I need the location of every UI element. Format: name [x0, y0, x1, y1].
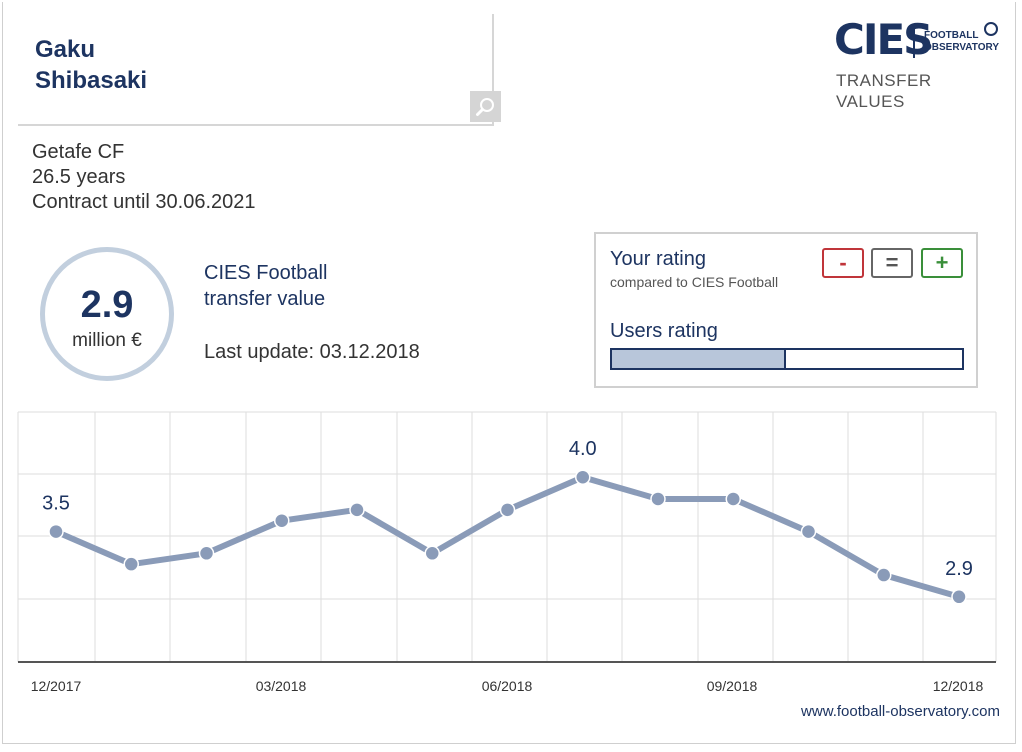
transfer-value-chart: 12/2017 03/2018 06/2018 09/2018 12/2018 3.5 4…	[17, 411, 997, 694]
search-button[interactable]	[470, 91, 501, 122]
chart-point[interactable]	[48, 523, 64, 540]
chart-point[interactable]	[274, 512, 290, 529]
users-rating-title: Users rating	[610, 320, 718, 342]
users-rating-fill	[612, 350, 786, 368]
chart-series-line	[53, 474, 962, 600]
rate-equal-button[interactable]: =	[871, 248, 913, 278]
users-rating-bar	[610, 348, 964, 370]
search-icon	[475, 97, 494, 116]
chart-data-label: 2.9	[945, 558, 973, 580]
chart-point[interactable]	[499, 502, 516, 518]
logo-observatory-text: OBSERVATORY	[924, 42, 1000, 53]
x-tick-label: 12/2018	[933, 678, 984, 694]
chart-points	[48, 469, 967, 605]
x-tick-label: 09/2018	[707, 678, 758, 694]
logo-football-text: FOOTBALL	[924, 30, 979, 41]
rate-lower-button[interactable]: -	[822, 248, 864, 278]
chart-data-label: 4.0	[569, 438, 597, 460]
rate-higher-button[interactable]: +	[921, 248, 963, 278]
player-contract: Contract until 30.06.2021	[32, 191, 256, 213]
chart-point[interactable]	[650, 491, 666, 507]
player-name: Gaku Shibasaki	[35, 36, 148, 94]
player-age: 26.5 years	[32, 166, 126, 188]
cies-logo: CIES FOOTBALL OBSERVATORY	[834, 16, 1004, 64]
logo-wordmark: CIES	[834, 15, 933, 64]
footer-url-link[interactable]: www.football-observatory.com	[801, 703, 1000, 720]
widget-frame	[2, 2, 1016, 744]
chart-data-label: 3.5	[42, 493, 70, 515]
transfer-value-unit: million €	[72, 330, 142, 351]
value-circle: 2.9 million €	[40, 247, 174, 381]
transfer-value-amount: 2.9	[80, 284, 134, 326]
chart-point[interactable]	[424, 545, 440, 562]
chart-point[interactable]	[876, 567, 892, 583]
chart-point[interactable]	[725, 491, 741, 507]
chart-point[interactable]	[951, 589, 967, 605]
your-rating-subtitle: compared to CIES Football	[610, 274, 779, 290]
player-name-box: Gaku Shibasaki	[18, 14, 501, 126]
last-update: Last update: 03.12.2018	[204, 341, 420, 363]
chart-x-ticks: 12/2017 03/2018 06/2018 09/2018 12/2018	[31, 678, 984, 694]
chart-point[interactable]	[575, 469, 591, 485]
section-label: TRANSFER VALUES	[836, 71, 932, 111]
rating-panel: Your rating compared to CIES Football - …	[594, 232, 978, 388]
player-info: Getafe CF 26.5 years Contract until 30.0…	[32, 140, 256, 215]
chart-point[interactable]	[123, 556, 139, 572]
x-tick-label: 06/2018	[482, 678, 533, 694]
chart-point[interactable]	[800, 523, 817, 540]
your-rating-title: Your rating	[610, 248, 706, 270]
chart-point[interactable]	[349, 502, 365, 518]
football-icon	[984, 22, 998, 36]
chart-point[interactable]	[198, 545, 215, 562]
x-tick-label: 12/2017	[31, 678, 82, 694]
x-tick-label: 03/2018	[256, 678, 307, 694]
player-club: Getafe CF	[32, 141, 125, 163]
chart-point-labels: 3.5 4.0 2.9	[42, 438, 973, 580]
chart-grid	[17, 411, 997, 663]
transfer-value-title: CIES Football transfer value	[204, 262, 328, 310]
logo-divider	[913, 24, 915, 58]
